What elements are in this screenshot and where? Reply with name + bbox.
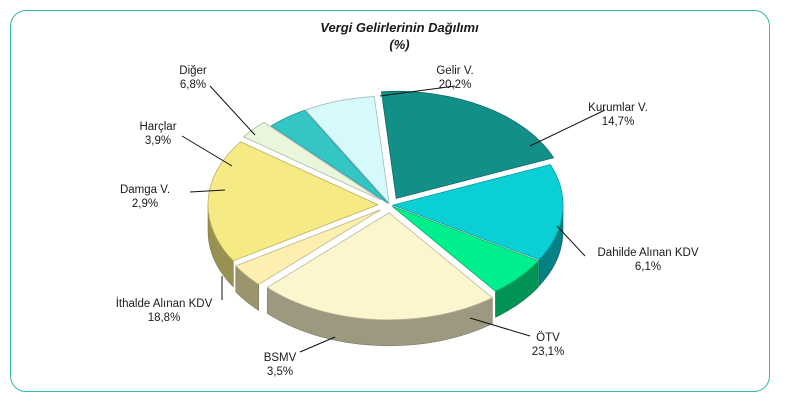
leader-line-damga-v- <box>189 189 226 193</box>
slice--tv <box>266 212 494 321</box>
slice-label: Dahilde Alınan KDV 6,1% <box>597 246 698 274</box>
slice-label-value: 23,1% <box>531 346 565 358</box>
slice-label: Diğer 6,8% <box>179 64 206 92</box>
slice-label: Kurumlar V. 14,7% <box>588 101 648 129</box>
slice-label-value: 6,1% <box>634 261 662 273</box>
slice-label: Damga V. 2,9% <box>120 183 170 211</box>
slice-label-name: Diğer <box>179 65 207 77</box>
leader-line-di-er <box>209 85 256 136</box>
slice-damga-v- <box>242 121 382 201</box>
slice-label-name: Damga V. <box>119 184 171 196</box>
slice-label-value: 3,9% <box>144 135 172 147</box>
slice-label-name: Kurumlar V. <box>588 102 648 114</box>
slice-label-value: 2,9% <box>131 198 159 210</box>
leader-line-gelir-v- <box>379 85 456 97</box>
slice-label-value: 14,7% <box>601 116 635 128</box>
slice-dahilde-al-nan-kdv <box>391 205 540 292</box>
slice-label-value: 20,2% <box>438 79 472 91</box>
slice-bsmv <box>235 209 381 285</box>
slice-gelir-v- <box>380 90 555 199</box>
slice-label-value: 3,5% <box>266 366 294 378</box>
leader-line-dahilde-al-nan-kdv <box>556 225 586 257</box>
slice-label: Gelir V. 20,2% <box>436 64 473 92</box>
slice-label-name: Dahilde Alınan KDV <box>597 247 699 259</box>
leader-line--tv <box>469 317 531 337</box>
leader-lines <box>181 85 606 353</box>
chart-title: Vergi Gelirlerinin Dağılımı <box>320 20 479 35</box>
slice-label: Harçlar 3,9% <box>139 120 176 148</box>
slice-kurumlar-v- <box>391 164 564 261</box>
slice-label-name: İthalde Alınan KDV <box>115 298 213 310</box>
slice-label: ÖTV 23,1% <box>532 331 565 359</box>
chart-subtitle: (%) <box>389 37 410 52</box>
slice-label-name: ÖTV <box>536 332 560 344</box>
slice-label: BSMV 3,5% <box>264 351 297 379</box>
slice-i-thalde-al-nan-kdv <box>207 141 380 262</box>
slice-label-value: 6,8% <box>179 79 207 91</box>
slice-label-name: Gelir V. <box>436 65 474 77</box>
slice-har-lar <box>270 109 389 204</box>
leader-line-har-lar <box>181 135 233 167</box>
slice-label-value: 18,8% <box>147 312 181 324</box>
slice-label-name: BSMV <box>263 352 297 364</box>
leader-line-kurumlar-v- <box>529 109 606 147</box>
pie-side-walls <box>207 204 564 347</box>
leader-line-bsmv <box>299 336 336 353</box>
pie-top-faces <box>207 90 564 321</box>
slice-label-name: Harçlar <box>139 121 177 133</box>
slice-label: İthalde Alınan KDV 18,8% <box>116 297 213 325</box>
slice-di-er <box>304 96 390 205</box>
